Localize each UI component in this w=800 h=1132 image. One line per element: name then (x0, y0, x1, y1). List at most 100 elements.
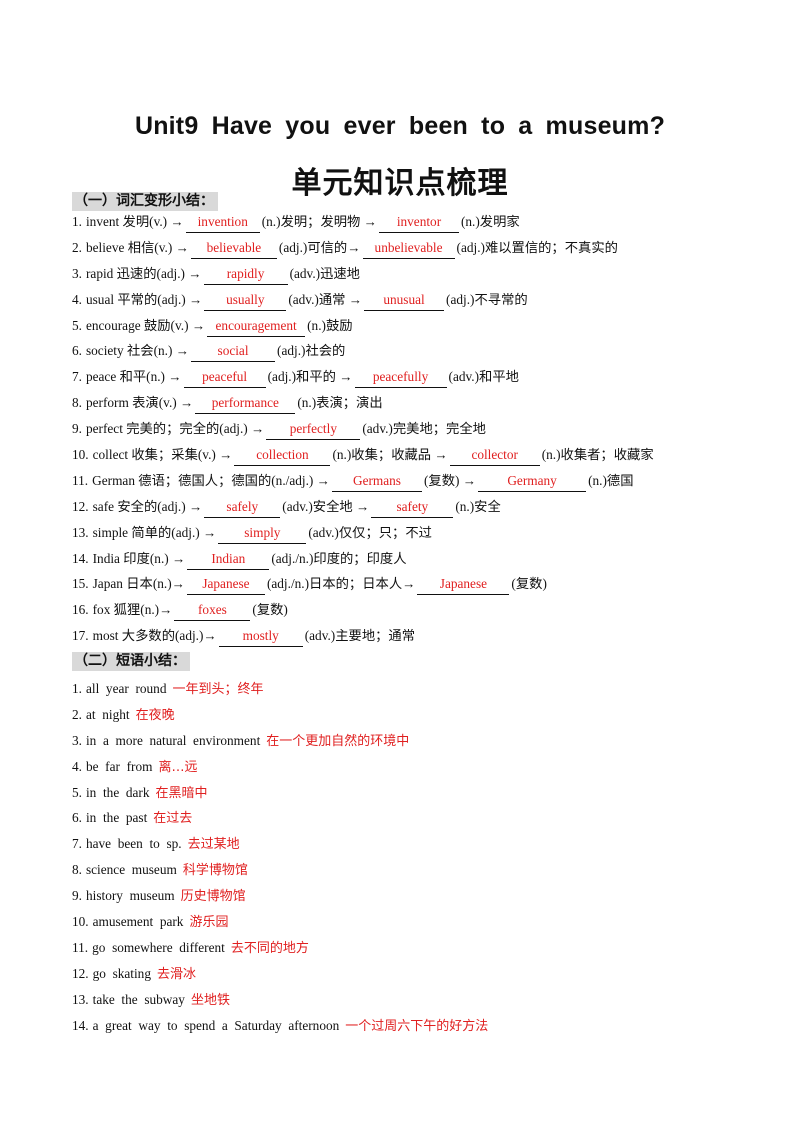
item-number: 10. (72, 447, 89, 463)
item-number: 11. (72, 472, 89, 488)
item-number: 10. (72, 914, 89, 930)
item-number: 12. (72, 965, 89, 981)
phrase-chinese: 去滑冰 (156, 966, 196, 982)
phrase-item: 11. go somewhere different 去不同的地方 (72, 937, 732, 963)
item-text: invent 发明(v.) → (85, 214, 184, 229)
answer-blank[interactable]: foxes (174, 602, 251, 622)
item-number: 7. (72, 836, 82, 852)
answer-blank[interactable]: safely (204, 499, 281, 518)
vocabulary-item: 10. collect 收集；采集(v.) → collection (n.)收集；收… (72, 444, 732, 470)
item-text: (adj.)可信的→ (278, 239, 361, 255)
answer-blank[interactable]: collection (234, 447, 331, 467)
item-number: 9. (72, 888, 82, 904)
phrase-item: 5. in the dark 在黑暗中 (72, 782, 732, 808)
phrase-english: at night (85, 706, 130, 722)
item-text: (adv.)完美地；完全地 (362, 421, 486, 437)
answer-text: Japanese (202, 576, 250, 592)
answer-text: believable (206, 239, 262, 255)
answer-text: performance (211, 395, 279, 411)
answer-blank[interactable]: mostly (218, 628, 303, 648)
item-text: (n.)收集；收藏品 → (332, 447, 448, 463)
vocabulary-section-heading: （一）词汇变形小结： (72, 192, 218, 211)
answer-text: unusual (383, 291, 425, 307)
answer-blank[interactable]: safety (371, 498, 454, 518)
answer-text: rapidly (226, 265, 265, 281)
item-text: simple 简单的(adj.) → (92, 524, 217, 540)
answer-blank[interactable]: simply (218, 524, 307, 544)
item-number: 2. (72, 239, 82, 255)
item-number: 8. (72, 395, 82, 411)
answer-blank[interactable]: social (191, 343, 276, 363)
item-number: 12. (72, 498, 89, 514)
answer-blank[interactable]: peaceful (183, 369, 266, 389)
item-text: (复数) (511, 576, 547, 592)
item-number: 15. (72, 576, 89, 592)
answer-blank[interactable]: usually (204, 291, 287, 311)
item-text: (adv.)仅仅；只；不过 (308, 524, 432, 540)
item-text: (adv.)和平地 (448, 369, 519, 385)
vocabulary-item: 5. encourage 鼓励(v.) → encouragement (n.)鼓励 (72, 315, 732, 341)
answer-blank[interactable]: believable (190, 239, 277, 259)
item-text: usual 平常的(adj.) → (85, 291, 203, 307)
answer-blank[interactable]: invention (185, 214, 260, 233)
item-text: (n.)德国 (588, 472, 634, 488)
answer-blank[interactable]: rapidly (203, 265, 288, 285)
item-text: (adj.)不寻常的 (446, 291, 528, 307)
phrase-english: in the dark (85, 784, 150, 800)
item-number: 9. (72, 421, 82, 437)
answer-blank[interactable]: Indian (187, 551, 270, 570)
answer-blank[interactable]: unbelievable (362, 240, 455, 259)
vocabulary-item: 15. Japan 日本(n.)→ Japanese (adj./n.)日本的；日本人… (72, 573, 732, 599)
item-text: (n.)鼓励 (307, 317, 353, 333)
phrase-chinese: 在一个更加自然的环境中 (266, 733, 410, 749)
answer-blank[interactable]: Japanese (186, 576, 265, 596)
phrase-english: amusement park (92, 914, 184, 930)
vocabulary-item: 8. perform 表演(v.) → performance (n.)表演；演出 (72, 392, 732, 418)
item-text: (adv.)主要地；通常 (304, 628, 416, 644)
answer-text: inventor (396, 214, 442, 229)
answer-blank[interactable]: inventor (378, 214, 459, 233)
answer-blank[interactable]: Germany (478, 472, 587, 492)
answer-text: social (217, 343, 249, 359)
phrase-chinese: 在过去 (153, 811, 193, 827)
item-text: encourage 鼓励(v.) → (85, 317, 206, 333)
item-number: 13. (72, 524, 89, 540)
answer-text: foxes (198, 602, 227, 618)
answer-blank[interactable]: peacefully (354, 369, 447, 389)
answer-text: simply (244, 524, 281, 540)
item-text: India 印度(n.) → (92, 550, 186, 566)
item-text: (adv.)通常 → (288, 291, 363, 307)
answer-blank[interactable]: Germans (331, 472, 422, 492)
item-number: 6. (72, 343, 82, 359)
item-number: 4. (72, 291, 82, 307)
answer-blank[interactable]: encouragement (207, 318, 306, 337)
answer-blank[interactable]: performance (195, 395, 296, 415)
phrase-chinese: 科学博物馆 (182, 863, 248, 879)
answer-blank[interactable]: collector (449, 447, 540, 467)
item-number: 5. (72, 317, 82, 333)
item-text: German 德语；德国人；德国的(n./adj.) → (92, 472, 330, 488)
phrase-chinese: 在夜晚 (135, 707, 175, 723)
unit-title: Unit9 Have you ever been to a museum? (134, 112, 666, 140)
page-subtitle: 单元知识点梳理 (291, 166, 509, 201)
item-text: (adj.)难以置信的；不真实的 (456, 239, 618, 255)
item-number: 1. (72, 681, 82, 696)
answer-text: safety (396, 498, 429, 514)
phrase-item: 4. be far from 离…远 (72, 756, 732, 782)
answer-blank[interactable]: perfectly (266, 421, 361, 441)
answer-blank[interactable]: unusual (364, 291, 445, 311)
item-number: 6. (72, 810, 82, 826)
answer-text: Germans (352, 472, 401, 488)
phrase-chinese: 去不同的地方 (230, 940, 309, 956)
item-text: perfect 完美的；完全的(adj.) → (85, 421, 265, 437)
item-text: (n.)发明；发明物 → (261, 214, 377, 229)
answer-text: peacefully (372, 369, 429, 385)
answer-text: usually (226, 291, 265, 307)
phrase-english: history museum (85, 888, 175, 904)
item-text: (复数) → (423, 472, 477, 488)
phrase-item: 13. take the subway 坐地铁 (72, 989, 732, 1015)
answer-text: collector (471, 447, 518, 463)
answer-blank[interactable]: Japanese (417, 576, 510, 596)
phrase-english: go skating (92, 965, 151, 981)
answer-text: Germany (507, 472, 557, 488)
